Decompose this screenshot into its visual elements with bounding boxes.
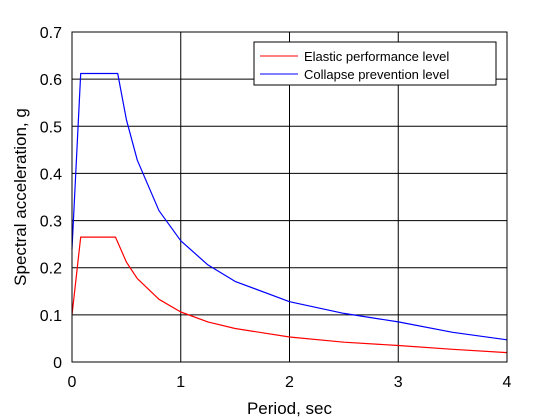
legend-entry-elastic: Elastic performance level — [304, 49, 449, 64]
y-tick-label: 0.5 — [40, 119, 62, 136]
plot-frame — [71, 31, 508, 363]
x-tick-label: 2 — [285, 374, 294, 391]
y-tick-label: 0.3 — [40, 214, 62, 231]
x-axis-label: Period, sec — [247, 399, 333, 418]
legend: Elastic performance level Collapse preve… — [253, 41, 497, 86]
y-tick-label: 0 — [53, 355, 62, 372]
x-tick-label: 0 — [68, 374, 77, 391]
x-tick-label: 1 — [176, 374, 185, 391]
y-tick-label: 0.6 — [40, 72, 62, 89]
series-line-elastic — [71, 236, 508, 354]
series-lines — [71, 72, 508, 354]
x-tick-label: 3 — [394, 374, 403, 391]
y-tick-label: 0.1 — [40, 308, 62, 325]
y-tick-labels: 0 0.1 0.2 0.3 0.4 0.5 0.6 0.7 — [40, 25, 62, 372]
y-tick-label: 0.4 — [40, 166, 62, 183]
y-tick-label: 0.7 — [40, 25, 62, 42]
legend-entry-collapse: Collapse prevention level — [304, 67, 449, 82]
legend-box — [253, 41, 497, 86]
x-tick-label: 4 — [503, 374, 512, 391]
series-line-collapse — [71, 72, 508, 341]
y-tick-label: 0.2 — [40, 261, 62, 278]
y-axis-label: Spectral acceleration, g — [11, 108, 30, 286]
x-tick-labels: 0 1 2 3 4 — [68, 374, 512, 391]
